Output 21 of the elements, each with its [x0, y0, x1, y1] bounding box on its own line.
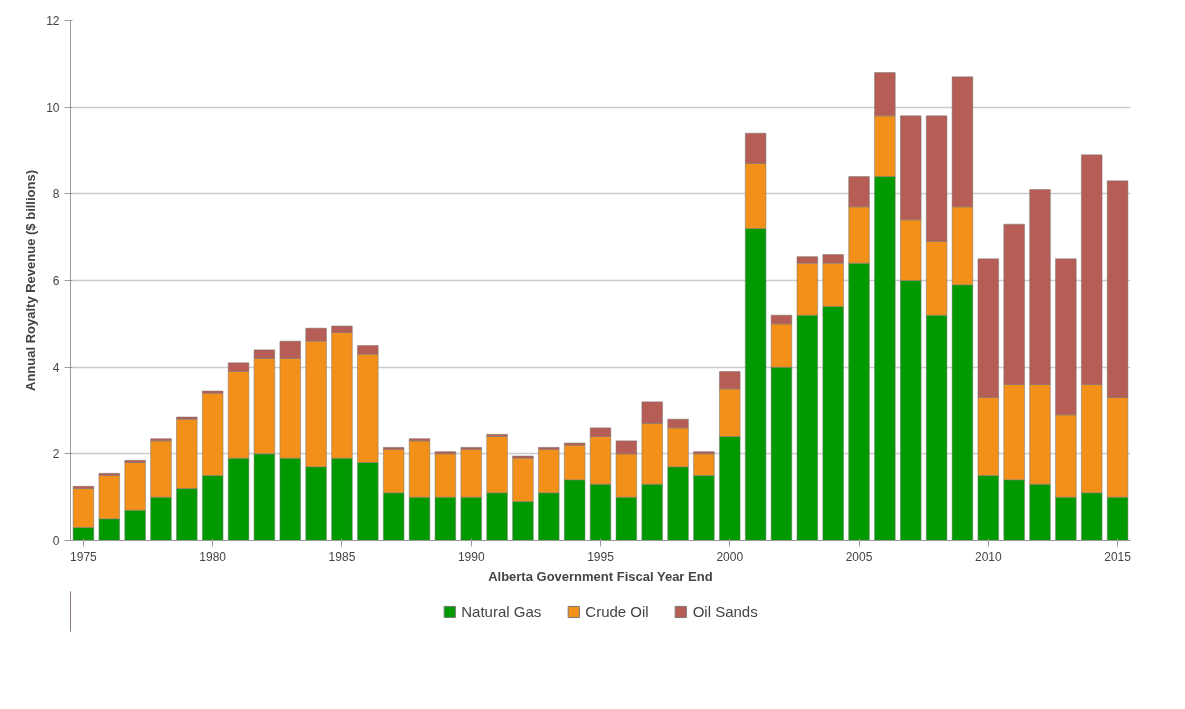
legend-label: Oil Sands — [692, 602, 758, 620]
x-tick-label: 1990 — [457, 549, 485, 564]
y-tick-label: 2 — [52, 447, 60, 462]
y-tick-label: 8 — [52, 187, 60, 202]
legend-label: Natural Gas — [461, 602, 542, 620]
y-axis-title: Annual Royalty Revenue ($ billions) — [23, 169, 39, 392]
y-tick-label: 0 — [52, 534, 60, 548]
y-tick-label: 12 — [46, 14, 60, 28]
x-tick-label: 2010 — [974, 549, 1002, 564]
x-tick-label: 2005 — [845, 549, 873, 564]
x-tick-label: 1995 — [587, 549, 615, 564]
y-tick-label: 4 — [52, 360, 60, 375]
x-tick-label: 2000 — [716, 549, 744, 564]
x-tick-label: 2015 — [1104, 549, 1132, 564]
x-tick-label: 1985 — [328, 549, 356, 564]
legend-label: Crude Oil — [585, 602, 649, 620]
y-tick-label: 10 — [46, 100, 60, 115]
x-axis-title: Alberta Government Fiscal Year End — [488, 568, 713, 584]
x-tick-label: 1975 — [70, 549, 98, 564]
x-tick-label: 1980 — [199, 549, 227, 564]
y-tick-label: 6 — [52, 274, 60, 288]
